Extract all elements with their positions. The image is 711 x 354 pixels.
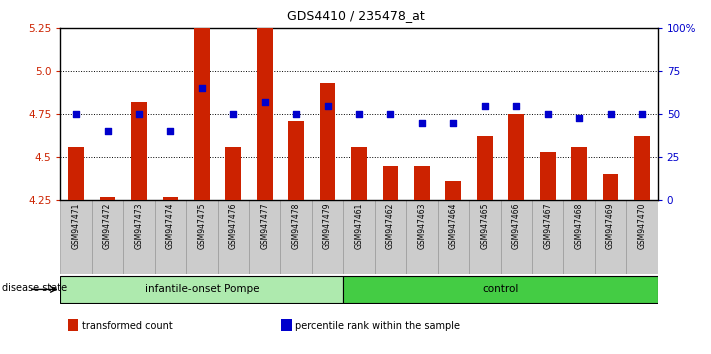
Point — [636, 112, 648, 117]
Bar — [312, 200, 343, 274]
Bar — [100, 196, 115, 200]
Point — [259, 99, 270, 105]
Text: percentile rank within the sample: percentile rank within the sample — [295, 321, 460, 331]
Point — [353, 112, 365, 117]
Text: GSM947478: GSM947478 — [292, 202, 301, 249]
Bar — [414, 166, 429, 200]
Text: GDS4410 / 235478_at: GDS4410 / 235478_at — [287, 9, 424, 22]
Point — [228, 112, 239, 117]
Bar — [186, 200, 218, 274]
Bar — [155, 200, 186, 274]
Text: GSM947467: GSM947467 — [543, 202, 552, 249]
Bar — [532, 200, 563, 274]
Text: GSM947466: GSM947466 — [512, 202, 520, 249]
Bar — [343, 276, 658, 303]
Bar — [194, 28, 210, 200]
Bar — [320, 83, 336, 200]
Bar — [375, 200, 406, 274]
Point — [510, 103, 522, 108]
Bar — [563, 200, 595, 274]
Bar — [406, 200, 438, 274]
Point — [448, 120, 459, 126]
Bar — [249, 200, 280, 274]
Text: GSM947474: GSM947474 — [166, 202, 175, 249]
Bar — [540, 152, 555, 200]
Bar — [343, 200, 375, 274]
Bar — [477, 137, 493, 200]
Bar — [626, 200, 658, 274]
Point — [542, 112, 553, 117]
Text: GSM947464: GSM947464 — [449, 202, 458, 249]
Text: GSM947471: GSM947471 — [72, 202, 80, 249]
Text: GSM947479: GSM947479 — [323, 202, 332, 249]
Bar — [60, 276, 343, 303]
Text: GSM947476: GSM947476 — [229, 202, 237, 249]
Bar — [383, 166, 398, 200]
Text: GSM947463: GSM947463 — [417, 202, 427, 249]
Text: transformed count: transformed count — [82, 321, 173, 331]
Text: GSM947475: GSM947475 — [198, 202, 206, 249]
Bar — [280, 200, 312, 274]
Bar — [163, 196, 178, 200]
Bar — [508, 114, 524, 200]
Point — [165, 129, 176, 134]
Point — [322, 103, 333, 108]
Text: GSM947468: GSM947468 — [574, 202, 584, 249]
Bar — [446, 181, 461, 200]
Bar — [123, 200, 155, 274]
Bar — [595, 200, 626, 274]
Bar — [68, 147, 84, 200]
Point — [134, 112, 145, 117]
Bar — [351, 147, 367, 200]
Bar — [634, 137, 650, 200]
Text: disease state: disease state — [2, 283, 68, 293]
Text: GSM947465: GSM947465 — [481, 202, 489, 249]
Text: GSM947472: GSM947472 — [103, 202, 112, 249]
Text: infantile-onset Pompe: infantile-onset Pompe — [144, 284, 259, 295]
Point — [385, 112, 396, 117]
Text: GSM947462: GSM947462 — [386, 202, 395, 249]
Bar — [501, 200, 532, 274]
Bar — [603, 174, 619, 200]
Bar — [131, 102, 147, 200]
Bar — [571, 147, 587, 200]
Point — [416, 120, 427, 126]
Bar — [218, 200, 249, 274]
Bar — [225, 147, 241, 200]
Point — [291, 112, 302, 117]
Bar — [92, 200, 123, 274]
Text: control: control — [482, 284, 519, 295]
Text: GSM947473: GSM947473 — [134, 202, 144, 249]
Text: GSM947470: GSM947470 — [638, 202, 646, 249]
Point — [605, 112, 616, 117]
Point — [70, 112, 82, 117]
Text: GSM947469: GSM947469 — [606, 202, 615, 249]
Point — [573, 115, 584, 120]
Text: GSM947461: GSM947461 — [355, 202, 363, 249]
Point — [196, 86, 208, 91]
Point — [102, 129, 113, 134]
Bar — [289, 121, 304, 200]
Bar — [257, 0, 272, 200]
Bar — [469, 200, 501, 274]
Bar — [438, 200, 469, 274]
Point — [479, 103, 491, 108]
Bar — [60, 200, 92, 274]
Text: GSM947477: GSM947477 — [260, 202, 269, 249]
